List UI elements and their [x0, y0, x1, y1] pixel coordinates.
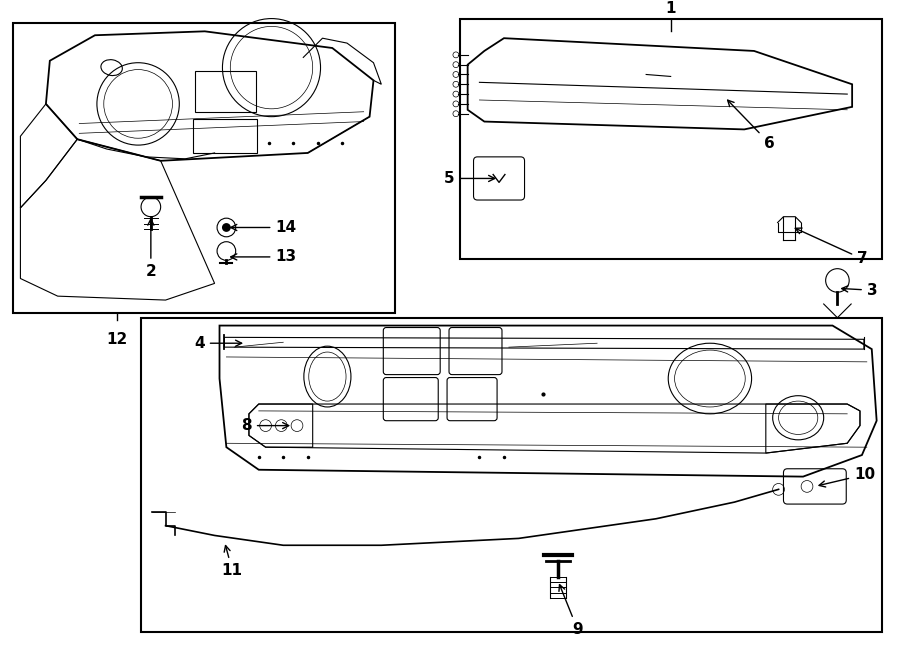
Text: 14: 14 — [230, 220, 296, 235]
Bar — [141, 318, 882, 631]
Text: 12: 12 — [106, 332, 127, 348]
Text: 6: 6 — [727, 100, 775, 151]
Text: 11: 11 — [221, 545, 243, 578]
Text: 5: 5 — [445, 171, 495, 186]
Bar — [460, 19, 882, 259]
Text: 3: 3 — [842, 283, 877, 297]
Bar — [13, 24, 395, 313]
Text: 1: 1 — [665, 1, 676, 16]
Text: 9: 9 — [559, 584, 583, 637]
Text: 10: 10 — [819, 467, 875, 487]
Text: 13: 13 — [230, 249, 296, 264]
Text: 2: 2 — [146, 219, 157, 279]
Text: 7: 7 — [796, 228, 868, 266]
Circle shape — [222, 223, 230, 232]
Text: 8: 8 — [241, 418, 289, 433]
Text: 4: 4 — [194, 336, 242, 351]
